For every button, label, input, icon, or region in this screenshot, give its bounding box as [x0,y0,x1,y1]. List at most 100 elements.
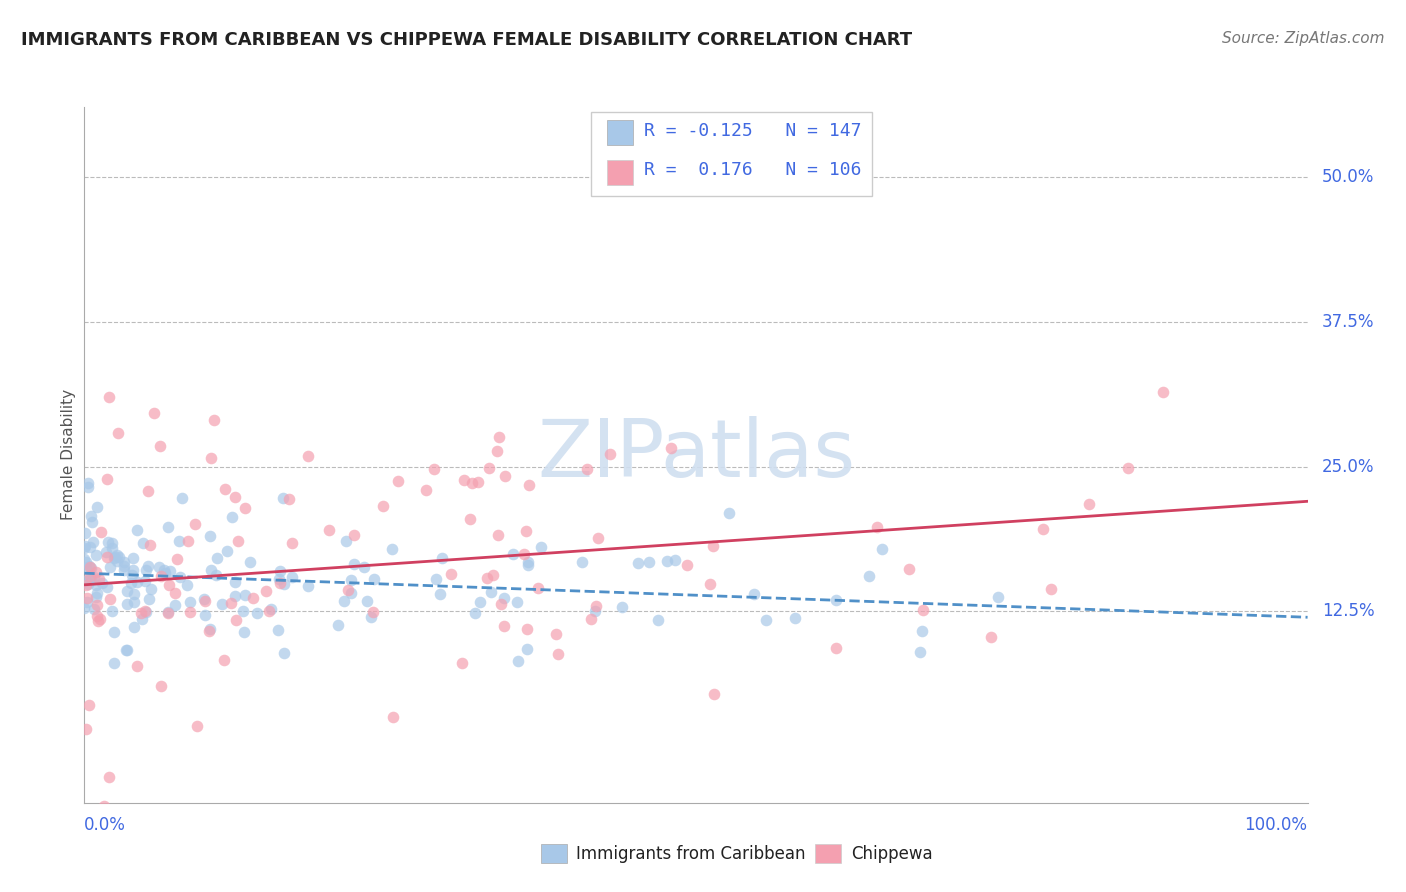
Point [112,554,135,568]
Point [96,580,118,594]
Point [125,659,148,673]
Point [108,549,131,564]
Text: 37.5%: 37.5% [1322,312,1374,331]
Point [94,545,117,559]
Point [76,591,98,606]
Point [664,552,686,566]
Point [269,565,291,579]
Point [103,657,125,671]
Point [432,551,454,566]
Point [494,591,516,606]
Point [82,535,104,549]
Point [508,653,530,667]
Point [135,563,157,577]
Point [179,595,201,609]
Point [73,541,96,556]
Point [76,576,98,591]
Point [156,520,179,534]
Point [872,542,894,557]
Point [1152,384,1174,399]
Point [148,559,170,574]
Point [858,569,880,583]
Point [121,567,143,582]
Point [156,605,179,619]
Point [202,413,225,427]
Point [79,558,101,573]
Point [453,473,475,487]
Point [194,607,217,622]
Point [96,472,118,486]
Point [911,624,934,638]
Point [122,550,145,565]
Point [221,510,243,524]
Point [361,605,384,619]
Point [980,630,1002,644]
Point [212,653,235,667]
Point [139,582,162,597]
Point [898,562,921,576]
Point [122,587,145,601]
Point [122,620,145,634]
Point [488,430,510,444]
Point [527,581,550,595]
Point [200,450,222,465]
Point [205,568,228,582]
Point [356,594,378,608]
Point [75,722,97,736]
Text: 12.5%: 12.5% [1322,602,1374,621]
Point [516,642,538,657]
Point [101,536,124,550]
Point [676,558,699,572]
Point [224,574,246,589]
Point [333,594,356,608]
Text: 0.0%: 0.0% [84,816,127,834]
Point [494,619,516,633]
Point [491,598,513,612]
Point [156,606,179,620]
Point [340,586,363,600]
Text: IMMIGRANTS FROM CARIBBEAN VS CHIPPEWA FEMALE DISABILITY CORRELATION CHART: IMMIGRANTS FROM CARIBBEAN VS CHIPPEWA FE… [21,31,912,49]
Point [73,539,96,553]
Point [86,609,108,624]
Point [575,462,598,476]
Point [84,565,107,579]
Point [80,560,103,574]
Point [583,603,606,617]
Point [297,579,319,593]
Point [755,613,778,627]
Point [135,606,157,620]
Point [340,573,363,587]
Point [381,542,404,557]
Point [579,612,602,626]
Point [517,478,540,492]
Point [80,572,103,586]
Point [505,595,527,609]
Point [655,553,678,567]
Point [194,594,217,608]
Point [415,483,437,497]
Point [73,574,96,588]
Point [149,439,172,453]
Point [107,554,129,568]
Point [169,570,191,584]
Point [232,604,254,618]
Point [280,536,302,550]
Point [103,550,125,565]
Point [336,583,359,598]
Point [105,549,128,563]
Point [143,407,166,421]
Point [122,563,145,577]
Point [718,506,741,520]
Point [235,588,257,602]
Point [271,491,294,505]
Point [363,572,385,586]
Point [515,524,537,539]
Point [134,604,156,618]
Point [516,556,538,570]
Point [824,641,846,656]
Point [89,611,111,625]
Point [440,567,463,582]
Point [87,572,110,586]
Point [699,577,721,591]
Point [1039,582,1062,596]
